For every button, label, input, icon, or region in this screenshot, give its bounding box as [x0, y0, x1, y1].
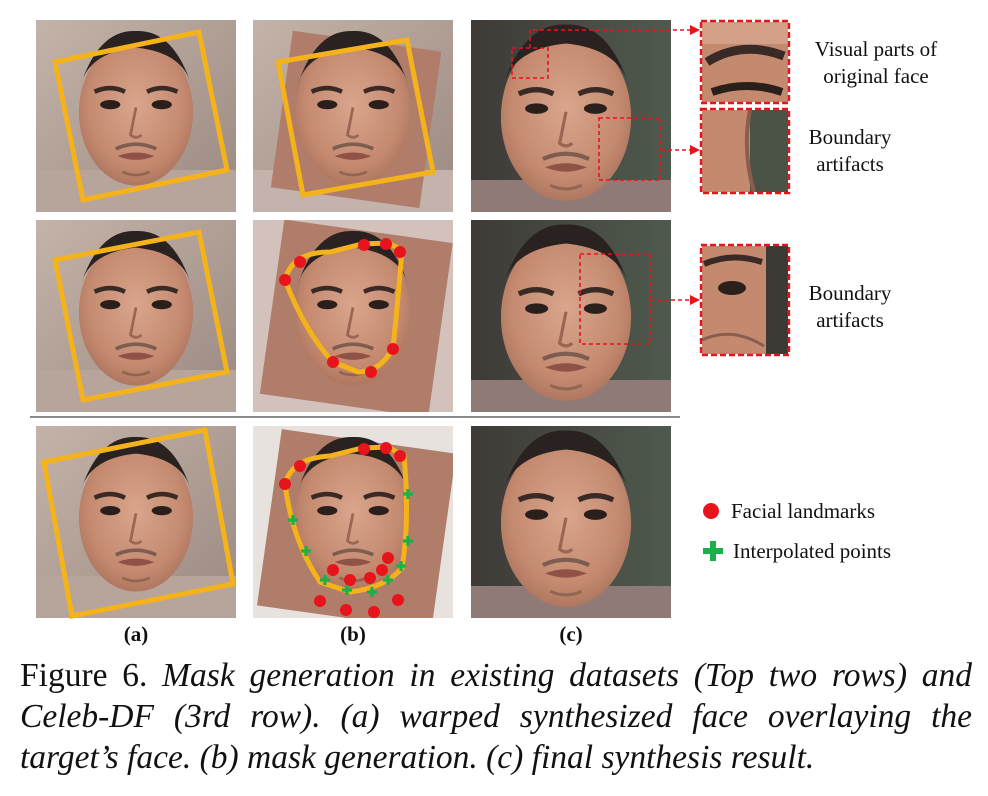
row3-col-b-image [253, 426, 453, 618]
arrow-head [690, 145, 700, 155]
plus-icon [703, 541, 723, 561]
note-boundary-artifacts-2: Boundary artifacts [808, 281, 892, 332]
caption-figure-number: Figure 6. [20, 657, 148, 694]
row3-col-a-image [36, 426, 236, 618]
note-visual-parts: Visual parts of original face [814, 37, 938, 88]
column-label-c: (c) [559, 622, 583, 646]
row1-col-b-image [253, 20, 453, 212]
legend-interpolated-label: Interpolated points [733, 539, 892, 563]
column-label-a: (a) [123, 622, 149, 646]
arrow-head [690, 295, 700, 305]
crop-eye-image [702, 246, 788, 354]
row-divider [30, 416, 680, 418]
crop-cheek-image [702, 110, 788, 192]
caption-body: Mask generation in existing datasets (To… [20, 657, 972, 776]
figure-caption: Figure 6. Mask generation in existing da… [20, 655, 972, 778]
landmark-dot-icon [703, 503, 719, 519]
row3-col-c-image [471, 426, 671, 618]
row1-col-a-image [36, 20, 236, 212]
row2-col-b-image [253, 220, 453, 412]
column-label-b: (b) [340, 622, 366, 646]
legend-landmarks: Facial landmarks [703, 498, 875, 524]
legend-landmarks-label: Facial landmarks [731, 499, 876, 523]
crop-eyebrow-image [702, 22, 788, 102]
note-boundary-artifacts-1: Boundary artifacts [808, 125, 892, 176]
arrow-head [690, 25, 700, 35]
row2-col-a-image [36, 220, 236, 412]
legend-interpolated: Interpolated points [703, 538, 891, 564]
row1-col-c-image [471, 20, 671, 212]
row2-col-c-image [471, 220, 671, 412]
